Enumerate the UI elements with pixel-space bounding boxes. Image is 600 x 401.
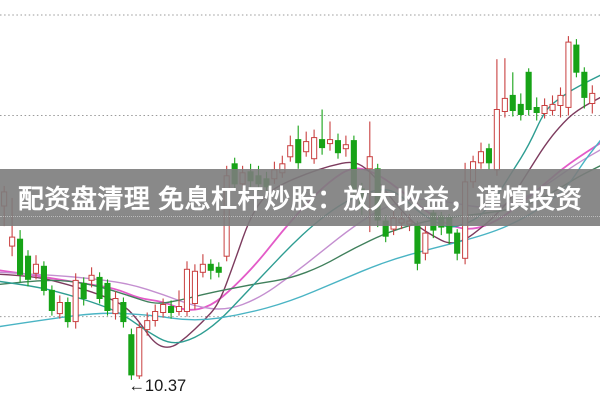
candle-body-up [144,320,151,331]
candle-body-up [9,236,16,247]
candle-body-down [295,139,302,164]
candle-body-down [581,71,588,98]
low-price-annotation: ←10.37 [128,377,186,395]
candle-body-down [207,263,214,271]
candle-body-down [120,302,127,323]
candle-body-up [422,232,429,254]
candle-body-down [454,232,461,254]
candle-body-down [96,276,103,299]
candle-body-down [64,302,71,323]
candle-body-down [40,265,48,291]
candle-body-down [80,282,87,299]
candle-body-down [128,334,135,376]
candle-body-up [493,109,500,171]
candle-body-up [72,279,79,323]
candle-body-up [303,141,310,153]
candle-body-up [287,145,294,158]
candle-body-down [533,107,540,113]
candle-body-down [17,238,24,275]
candle-body-up [56,302,63,315]
headline-text: 配资盘清理 免息杠杆炒股：放大收益，谨慎投资 [17,184,583,214]
candle-body-down [573,44,580,73]
candle-body-up [342,144,349,150]
candle-body-up [160,304,167,313]
candle-body-up [32,263,40,274]
ma-cyan [0,139,600,328]
candle-body-up [501,97,508,113]
candle-body-up [311,137,318,160]
candle-body-down [25,255,32,280]
candle-body-up [176,306,183,312]
candle-body-down [485,148,492,164]
candle-body-down [319,139,326,149]
candle-body-up [136,327,143,377]
candle-body-up [88,274,95,281]
candle-body-up [112,298,119,315]
candle-body-down [215,266,222,273]
candle-body-down [168,306,175,313]
candle-body-up [183,268,190,312]
candle-body-up [565,41,572,108]
candle-body-up [477,151,484,164]
candle-body-up [199,263,206,273]
candle-body-up [366,156,373,170]
candle-body-down [334,140,341,154]
headline-banner: 配资盘清理 免息杠杆炒股：放大收益，谨慎投资 [0,169,600,226]
candle-body-up [541,105,548,114]
candle-body-down [517,103,524,116]
candle-body-down [509,94,516,112]
candle-body-up [327,139,334,145]
candle-body-down [104,282,111,311]
candle-body-down [525,71,532,111]
candle-body-up [557,94,564,107]
candle-body-up [191,270,198,304]
candle-body-up [589,92,596,105]
candle-body-up [152,311,159,321]
candle-body-down [414,224,421,264]
candle-body-up [549,103,556,111]
candle-body-down [48,289,55,311]
gridline-overlay [0,216,600,217]
